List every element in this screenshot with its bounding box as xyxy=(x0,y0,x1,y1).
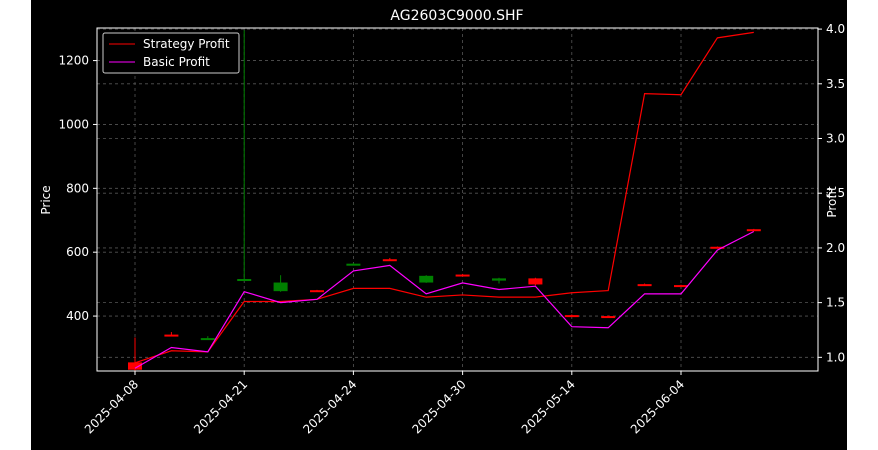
legend: Strategy Profit Basic Profit xyxy=(102,32,240,74)
candle-body xyxy=(564,315,579,318)
candle-body xyxy=(637,284,652,287)
chart-title: AG2603C9000.SHF xyxy=(390,8,523,24)
series-line-strategy-profit xyxy=(134,31,754,364)
y-right-tick-label: 4.0 xyxy=(826,22,845,36)
y-right-tick-label: 1.5 xyxy=(826,296,845,310)
y-right-tick-label: 3.0 xyxy=(826,132,845,146)
grid-layer xyxy=(97,28,818,371)
candle-body xyxy=(492,278,506,281)
y-right-tick-label: 1.0 xyxy=(826,350,845,364)
x-tick-label: 2025-06-04 xyxy=(628,377,687,436)
y-left-tick-label: 800 xyxy=(66,181,89,195)
series-line-basic-profit xyxy=(134,230,755,369)
candle-body xyxy=(382,259,397,262)
plot-frame xyxy=(96,27,819,372)
candle-body xyxy=(200,338,215,341)
y-left-tick-label: 600 xyxy=(66,245,89,259)
y-left-tick-label: 400 xyxy=(66,309,89,323)
candle-body xyxy=(273,282,288,292)
x-tick-label: 2025-04-30 xyxy=(410,377,469,436)
y-axis-right-label: Profit xyxy=(825,186,839,218)
axis-layer: 400 600 800 1000 1200 1.0 1.5 2.0 2.5 3.0 3.5 4.0 20… xyxy=(58,22,845,436)
chart-svg: 400 600 800 1000 1200 1.0 1.5 2.0 2.5 3.0 3.5 4.0 20… xyxy=(39,8,845,436)
x-tick-label: 2025-04-08 xyxy=(82,377,141,436)
y-left-tick-label: 1200 xyxy=(58,54,89,68)
x-tick-label: 2025-04-24 xyxy=(300,377,359,436)
chart-figure: 400 600 800 1000 1200 1.0 1.5 2.0 2.5 3.0 3.5 4.0 20… xyxy=(31,0,847,450)
candle-body xyxy=(674,285,688,288)
line-layer xyxy=(134,31,755,369)
x-tick-label: 2025-05-14 xyxy=(519,377,578,436)
candle-body xyxy=(237,279,252,282)
y-right-tick-label: 3.5 xyxy=(826,77,845,91)
candle-layer xyxy=(128,30,761,371)
legend-label-strategy: Strategy Profit xyxy=(143,37,230,51)
y-left-tick-label: 1000 xyxy=(58,117,89,131)
legend-label-basic: Basic Profit xyxy=(143,55,210,69)
y-right-tick-label: 2.0 xyxy=(826,241,845,255)
y-axis-left-label: Price xyxy=(39,185,53,214)
candle-body xyxy=(601,316,616,319)
candle-body xyxy=(164,334,179,337)
candle-body xyxy=(528,278,543,285)
candle-body xyxy=(455,274,470,277)
candle-body xyxy=(746,229,761,232)
y-right-tick-label: 2.5 xyxy=(826,186,845,200)
candle-body xyxy=(128,362,142,370)
legend-box xyxy=(102,32,240,74)
x-tick-label: 2025-04-21 xyxy=(191,377,250,436)
candle-body xyxy=(419,275,434,283)
candle-body xyxy=(310,290,324,293)
candle-body xyxy=(346,263,361,266)
candle-body xyxy=(710,246,725,249)
